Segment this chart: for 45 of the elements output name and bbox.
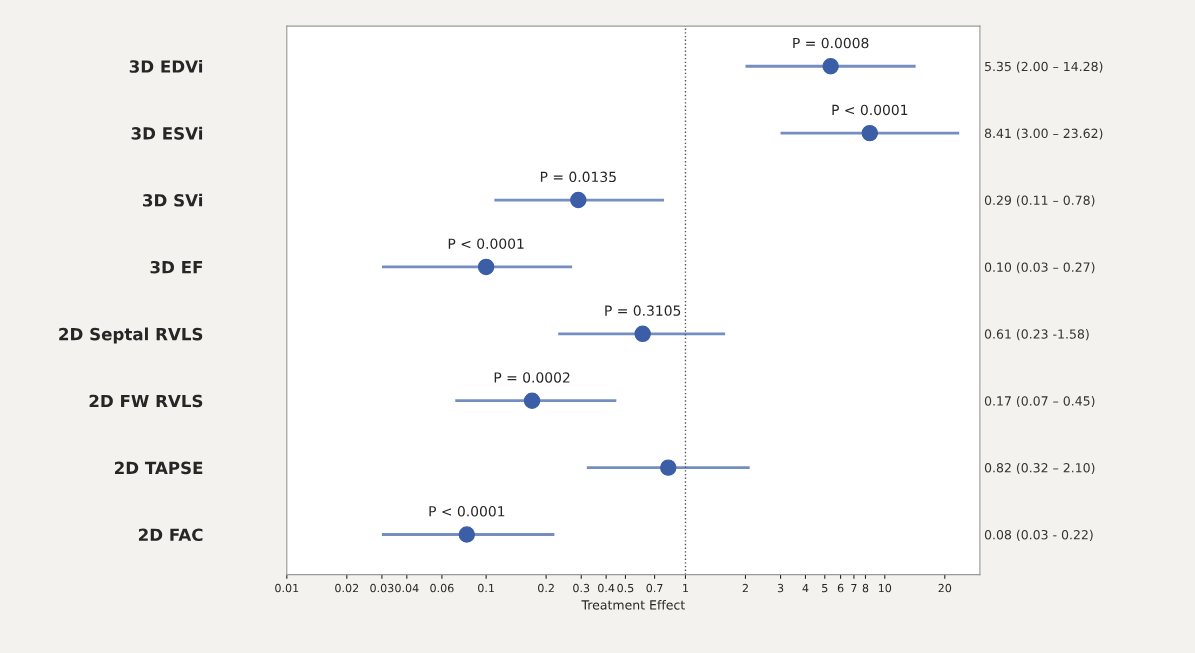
y2-tick-label: 8.41 (3.00 – 23.62) <box>984 128 1103 140</box>
y-tick-label: 3D EDVi <box>129 59 203 73</box>
x-tick-label: 0.04 <box>395 583 419 593</box>
x-tick-label: 0.01 <box>275 583 299 593</box>
x-tick-label: 10 <box>878 583 892 593</box>
annotation: P = 0.3105 <box>605 305 681 316</box>
y-tick-label: 3D ESVi <box>131 126 203 140</box>
x-axis-title: Treatment Effect <box>581 599 685 610</box>
x-tick-label: 0.02 <box>335 583 359 593</box>
x-tick-label: 5 <box>822 584 828 593</box>
annotation: P = 0.0135 <box>540 171 616 183</box>
y2-tick-label: 5.35 (2.00 – 14.28) <box>985 61 1103 73</box>
x-tick-label: 1 <box>683 584 688 593</box>
x-tick-label: 0.7 <box>646 583 663 593</box>
y-tick-label: 2D FAC <box>138 528 203 542</box>
x-tick-label: 0.1 <box>478 583 494 593</box>
x-tick-label: 0.4 <box>598 583 615 593</box>
y-tick-label: 3D SVi <box>143 193 203 207</box>
x-tick-label: 0.5 <box>617 583 634 593</box>
x-tick-label: 6 <box>837 583 844 593</box>
y-tick-label: 3D EF <box>150 260 203 274</box>
annotation: P < 0.0001 <box>448 238 524 249</box>
annotation: P < 0.0001 <box>832 104 908 116</box>
y2-tick-label: 0.61 (0.23 -1.58) <box>984 329 1089 341</box>
y-tick-label: 2D FW RVLS <box>89 394 203 408</box>
x-tick-label: 2 <box>742 583 748 593</box>
y-tick-label: 2D Septal RVLS <box>59 327 203 344</box>
y2-tick-label: 0.17 (0.07 – 0.45) <box>984 395 1095 408</box>
y2-tick-label: 0.29 (0.11 – 0.78) <box>984 195 1095 207</box>
y2-tick-label: 0.08 (0.03 - 0.22) <box>984 529 1093 541</box>
x-tick-label: 7 <box>851 584 857 593</box>
annotation: P = 0.0002 <box>494 372 570 383</box>
x-tick-label: 8 <box>862 583 869 593</box>
x-tick-label: 0.06 <box>430 583 454 593</box>
annotation: P < 0.0001 <box>429 506 505 517</box>
x-tick-label: 0.03 <box>370 583 394 593</box>
annotation: P = 0.0008 <box>793 37 869 49</box>
x-tick-label: 3 <box>777 583 784 593</box>
y2-tick-label: 0.82 (0.32 – 2.10) <box>984 462 1095 475</box>
y2-tick-label: 0.10 (0.03 – 0.27) <box>984 262 1095 274</box>
x-tick-label: 20 <box>938 583 952 593</box>
y-tick-label: 2D TAPSE <box>114 461 203 475</box>
x-tick-label: 0.3 <box>573 583 590 593</box>
x-tick-label: 0.2 <box>538 583 554 593</box>
x-tick-label: 4 <box>802 584 809 593</box>
